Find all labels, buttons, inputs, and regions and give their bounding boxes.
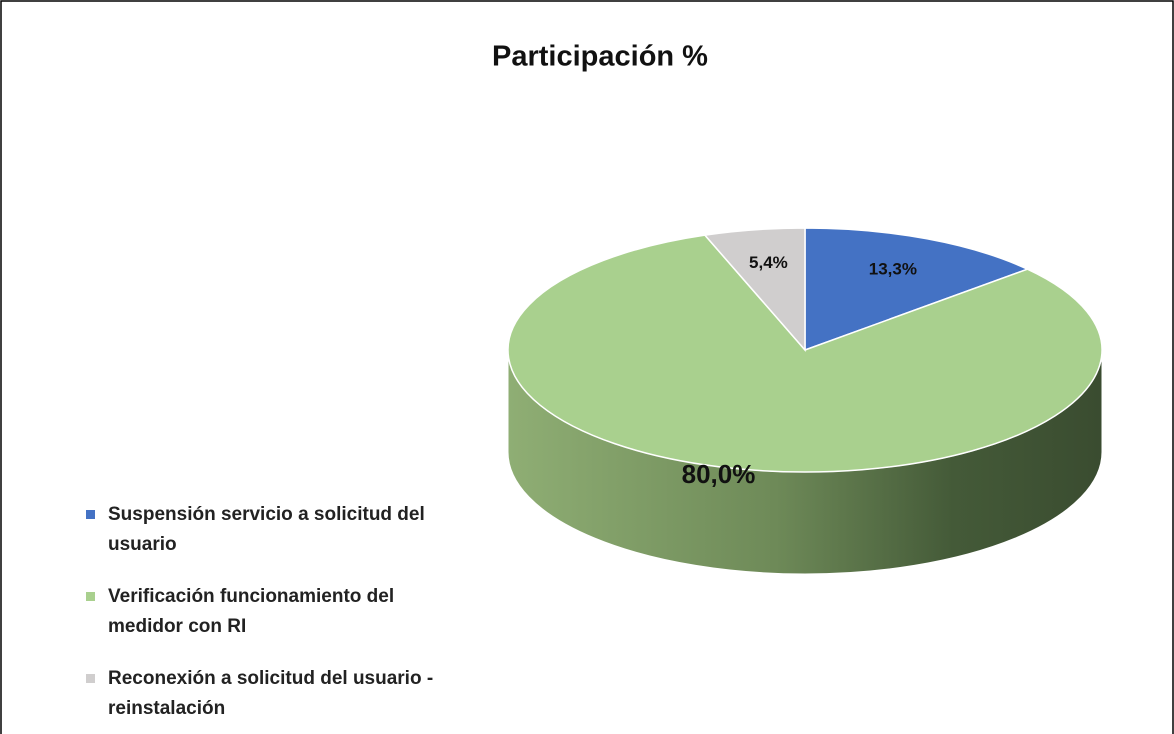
slice bbox=[703, 227, 806, 353]
legend-label: Suspensión servicio a solicitud del usua… bbox=[108, 504, 425, 555]
slice bbox=[804, 227, 1030, 352]
legend: Suspensión servicio a solicitud del usua… bbox=[86, 500, 466, 734]
chart-title: Participación % bbox=[492, 41, 708, 73]
data-label: 80,0% bbox=[682, 459, 756, 489]
legend-swatch bbox=[86, 510, 95, 519]
legend-swatch bbox=[86, 592, 95, 601]
slice bbox=[507, 234, 1103, 473]
legend-item: Suspensión servicio a solicitud del usua… bbox=[86, 500, 466, 560]
legend-label: Verificación funcionamiento del medidor … bbox=[108, 586, 395, 637]
legend-swatch bbox=[86, 674, 95, 683]
data-label: 5,4% bbox=[749, 253, 788, 272]
data-label: 13,3% bbox=[869, 259, 917, 278]
legend-item: Verificación funcionamiento del medidor … bbox=[86, 582, 466, 642]
legend-item: Reconexión a solicitud del usuario - rei… bbox=[86, 664, 466, 724]
legend-label: Reconexión a solicitud del usuario - rei… bbox=[108, 668, 434, 719]
